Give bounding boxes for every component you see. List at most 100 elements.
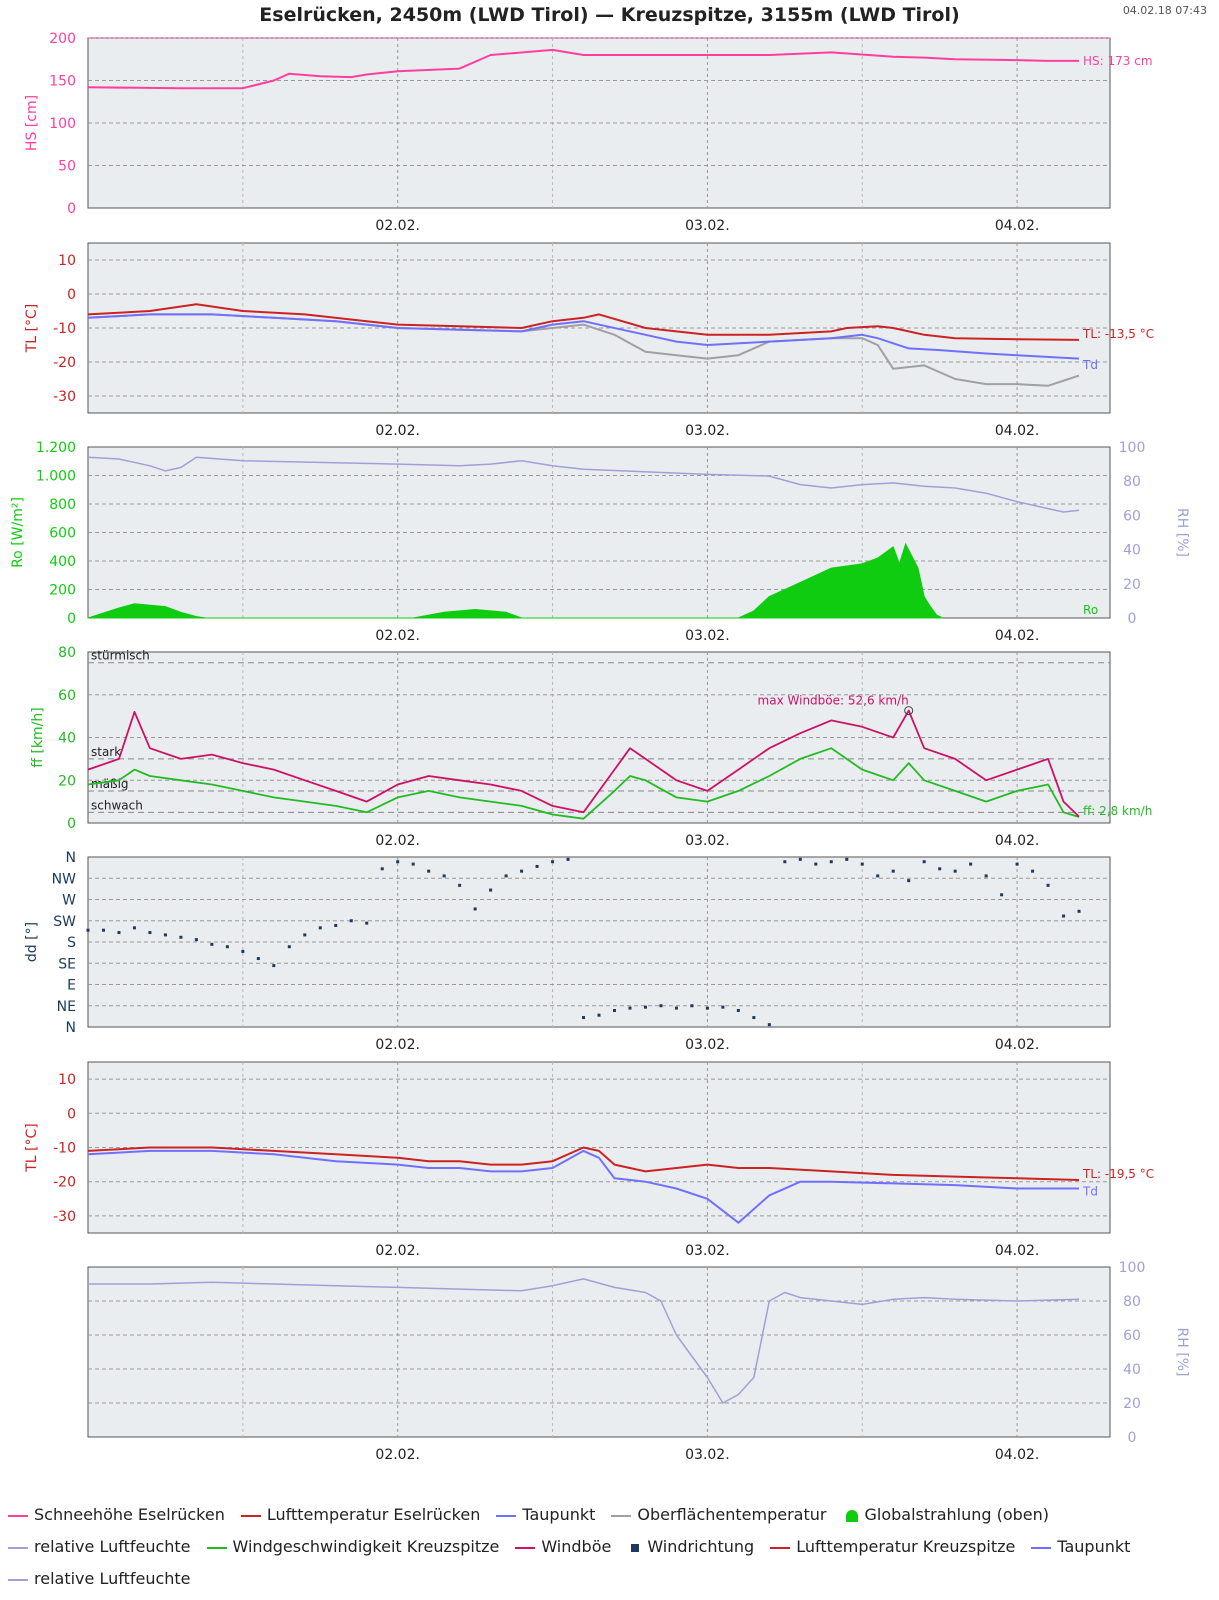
legend-swatch	[631, 1543, 640, 1552]
wind-direction-point	[736, 1008, 740, 1012]
y-tick-label: -10	[53, 321, 76, 337]
legend-row: relative Luftfeuchte	[8, 1563, 1208, 1595]
legend-swatch	[240, 1514, 261, 1517]
y-axis-label: dd [°]	[24, 922, 40, 962]
y-tick-label: -20	[53, 1175, 76, 1191]
series-line-rh	[87, 456, 1080, 513]
dewpoint-annotation: Td	[1082, 358, 1098, 372]
y-axis-label: Ro [W/m²]	[10, 497, 26, 568]
y-tick-label: 200	[49, 31, 76, 47]
y-tick-label: 0	[67, 816, 76, 832]
x-tick-label: 04.02.	[995, 1037, 1040, 1053]
wind-direction-point	[829, 860, 833, 864]
wind-direction-point	[907, 879, 911, 883]
x-tick-label: 02.02.	[375, 1037, 420, 1053]
threshold-label: stark	[91, 745, 121, 759]
panel-temp-kreuzspitze: 02.02. 03.02. 04.02. -30 -20 -10 0 10 TL [°C] TL:…	[24, 1061, 1154, 1259]
panel-rh-kreuzspitze: 02.02. 03.02. 04.02. 0 20 40 60 80 100 RH [%]	[87, 1260, 1190, 1463]
wind-direction-point	[194, 938, 198, 942]
legend-item: Windböe	[515, 1531, 611, 1563]
legend-label: Windrichtung	[647, 1537, 755, 1556]
y-tick-label: W	[62, 893, 76, 909]
y-tick-label: 0	[67, 611, 76, 627]
wind-direction-point	[659, 1004, 663, 1008]
panel-radiation: 02.02. 03.02. 04.02.02004006008001.0001.20…	[10, 440, 1190, 644]
wind-direction-point	[1000, 893, 1004, 897]
wind-direction-point	[504, 874, 508, 878]
y2-tick-label: 20	[1123, 577, 1141, 593]
y-tick-label: N	[66, 1020, 76, 1036]
wind-direction-point	[473, 907, 477, 911]
threshold-label: stürmisch	[91, 649, 150, 663]
wind-direction-point	[752, 1016, 756, 1020]
y2-tick-label: 40	[1123, 543, 1141, 559]
wind-direction-point	[396, 860, 400, 864]
wind-direction-point	[442, 874, 446, 878]
x-tick-label: 03.02.	[685, 1243, 730, 1259]
legend-item: relative Luftfeuchte	[8, 1531, 191, 1563]
y-tick-label: SE	[58, 956, 76, 972]
series-area-radiation	[87, 542, 944, 619]
y-tick-label: 60	[58, 688, 76, 704]
wind-direction-point	[179, 935, 183, 939]
x-tick-label: 02.02.	[375, 628, 420, 644]
legend-swatch	[846, 1509, 859, 1522]
legend-label: Taupunkt	[522, 1505, 596, 1524]
wind-direction-point	[365, 921, 369, 925]
y-tick-label: 0	[67, 287, 76, 303]
y-axis-label: HS [cm]	[24, 95, 40, 151]
y-tick-label: -20	[53, 355, 76, 371]
wind-direction-point	[272, 964, 276, 968]
wind-direction-point	[643, 1005, 647, 1009]
y-tick-label: 600	[49, 526, 76, 542]
wind-direction-point	[1031, 869, 1035, 873]
y2-tick-label: 80	[1123, 474, 1141, 490]
wind-direction-point	[705, 1006, 709, 1010]
legend-label: Windböe	[541, 1537, 612, 1556]
x-tick-label: 03.02.	[685, 423, 730, 439]
legend-item: Taupunkt	[1031, 1531, 1130, 1563]
wind-direction-point	[674, 1006, 678, 1010]
legend-swatch	[8, 1546, 28, 1549]
x-tick-label: 03.02.	[685, 628, 730, 644]
wind-direction-point	[287, 945, 291, 949]
threshold-label: schwach	[91, 798, 143, 812]
legend-label: relative Luftfeuchte	[34, 1537, 191, 1556]
y-tick-label: E	[67, 978, 76, 994]
y-tick-label: 0	[67, 1106, 76, 1122]
wind-direction-point	[1077, 909, 1081, 913]
wind-direction-point	[845, 857, 849, 861]
wind-direction-point	[938, 867, 942, 871]
legend-item: Lufttemperatur Eselrücken	[240, 1499, 480, 1531]
legend-swatch	[770, 1546, 791, 1549]
wind-direction-point	[860, 862, 864, 866]
y-tick-label: 200	[49, 583, 76, 599]
wind-direction-point	[690, 1004, 694, 1008]
wind-direction-point	[798, 857, 802, 861]
legend-label: relative Luftfeuchte	[34, 1569, 191, 1588]
wind-direction-point	[597, 1013, 601, 1017]
value-annotation: HS: 173 cm	[1083, 54, 1153, 68]
legend-swatch	[1031, 1546, 1052, 1549]
legend-row: relative Luftfeuchte Windgeschwindigkeit …	[8, 1531, 1208, 1563]
legend-label: Windgeschwindigkeit Kreuzspitze	[232, 1537, 500, 1556]
wind-direction-point	[721, 1005, 725, 1009]
wind-direction-point	[582, 1016, 586, 1020]
wind-direction-point	[520, 869, 524, 873]
y2-tick-label: 100	[1119, 440, 1146, 456]
legend-label: Oberflächentemperatur	[637, 1505, 827, 1524]
wind-direction-point	[86, 928, 90, 932]
max-gust-annotation: max Windböe: 52,6 km/h	[758, 694, 909, 708]
wind-direction-point	[783, 860, 787, 864]
y-tick-label: 400	[49, 554, 76, 570]
legend-item: Windrichtung	[627, 1531, 754, 1563]
series-line-rh	[88, 1278, 1080, 1404]
wind-direction-point	[132, 926, 136, 930]
y-tick-label: -30	[53, 1209, 76, 1225]
legend-item: relative Luftfeuchte	[8, 1563, 191, 1595]
y-tick-label: 10	[58, 253, 76, 269]
legend-swatch	[206, 1546, 227, 1549]
max-gust-marker	[904, 706, 914, 716]
panel-temp-eselruecken: 02.02. 03.02. 04.02. -30 -20 -10 0 10 TL [°C] TL:…	[24, 242, 1154, 439]
